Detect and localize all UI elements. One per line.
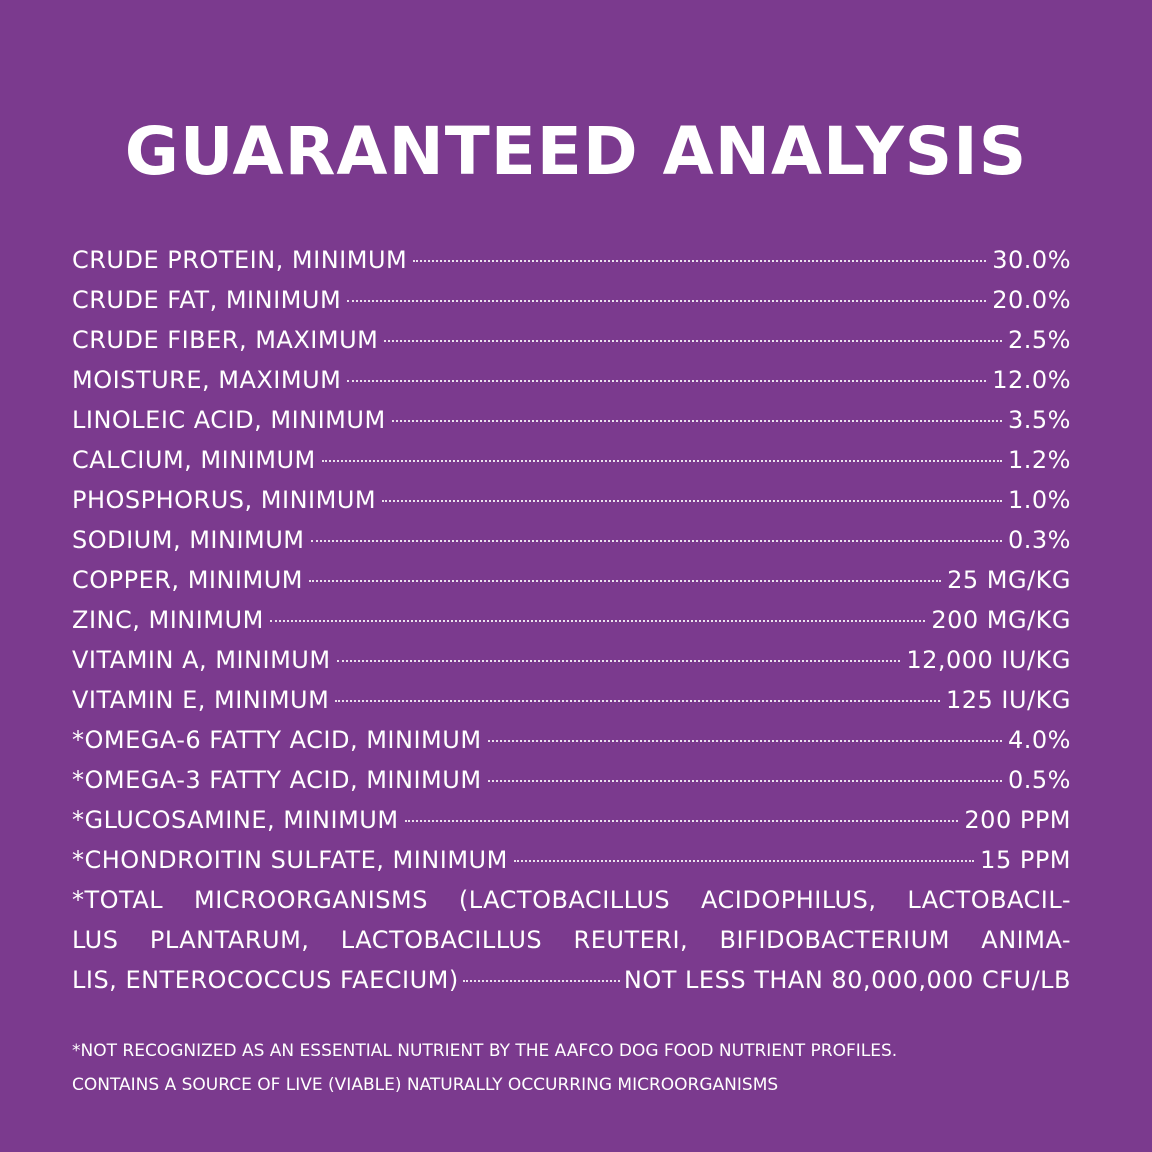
analysis-row: *CHONDROITIN SULFATE, MINIMUM 15 PPM [72, 840, 1071, 880]
microorganisms-paragraph: *TOTAL MICROORGANISMS (LACTOBACILLUS ACI… [72, 880, 1071, 1000]
row-value: 1.0% [1008, 486, 1071, 514]
dot-leader [269, 620, 926, 622]
dot-leader [391, 420, 1003, 422]
analysis-row: ZINC, MINIMUM 200 MG/KG [72, 600, 1071, 640]
dot-leader [413, 260, 987, 262]
analysis-row: COPPER, MINIMUM 25 MG/KG [72, 560, 1071, 600]
page-title: GUARANTEED ANALYSIS [124, 113, 1028, 190]
row-label: COPPER, MINIMUM [72, 566, 303, 594]
row-label: *OMEGA-3 FATTY ACID, MINIMUM [72, 766, 482, 794]
row-label: SODIUM, MINIMUM [72, 526, 305, 554]
analysis-row: *GLUCOSAMINE, MINIMUM 200 PPM [72, 800, 1071, 840]
dot-leader [347, 380, 987, 382]
row-value: 20.0% [992, 286, 1071, 314]
row-label: VITAMIN A, MINIMUM [72, 646, 331, 674]
row-value: 1.2% [1008, 446, 1071, 474]
analysis-row: VITAMIN A, MINIMUM 12,000 IU/KG [72, 640, 1071, 680]
dot-leader [513, 860, 975, 862]
microorganisms-label: LIS, ENTEROCOCCUS FAECIUM) [72, 966, 459, 994]
dot-leader [487, 780, 1003, 782]
dot-leader [336, 660, 901, 662]
dot-leader [335, 700, 940, 702]
dot-leader [382, 500, 1003, 502]
analysis-table: CRUDE PROTEIN, MINIMUM 30.0% CRUDE FAT, … [72, 240, 1071, 1000]
analysis-row: LINOLEIC ACID, MINIMUM 3.5% [72, 400, 1071, 440]
row-label: *CHONDROITIN SULFATE, MINIMUM [72, 846, 508, 874]
analysis-row: PHOSPHORUS, MINIMUM 1.0% [72, 480, 1071, 520]
row-label: CRUDE FAT, MINIMUM [72, 286, 342, 314]
microorganisms-line-1: *TOTAL MICROORGANISMS (LACTOBACILLUS ACI… [72, 886, 1071, 914]
row-value: 2.5% [1008, 326, 1071, 354]
row-value: 12,000 IU/KG [906, 646, 1071, 674]
row-value: 12.0% [992, 366, 1071, 394]
row-label: LINOLEIC ACID, MINIMUM [72, 406, 386, 434]
analysis-row: MOISTURE, MAXIMUM 12.0% [72, 360, 1071, 400]
row-value: 30.0% [992, 246, 1071, 274]
analysis-row: CRUDE FAT, MINIMUM 20.0% [72, 280, 1071, 320]
analysis-row: CALCIUM, MINIMUM 1.2% [72, 440, 1071, 480]
row-label: ZINC, MINIMUM [72, 606, 264, 634]
footnote-aafco: *NOT RECOGNIZED AS AN ESSENTIAL NUTRIENT… [72, 1041, 898, 1061]
row-label: PHOSPHORUS, MINIMUM [72, 486, 377, 514]
analysis-row: CRUDE FIBER, MAXIMUM 2.5% [72, 320, 1071, 360]
row-value: 15 PPM [980, 846, 1071, 874]
dot-leader [487, 740, 1003, 742]
footnotes: *NOT RECOGNIZED AS AN ESSENTIAL NUTRIENT… [72, 1034, 1072, 1102]
analysis-row: *OMEGA-6 FATTY ACID, MINIMUM 4.0% [72, 720, 1071, 760]
row-value: 200 MG/KG [931, 606, 1071, 634]
row-label: *GLUCOSAMINE, MINIMUM [72, 806, 399, 834]
row-value: 4.0% [1008, 726, 1071, 754]
row-label: CALCIUM, MINIMUM [72, 446, 316, 474]
microorganisms-value: NOT LESS THAN 80,000,000 CFU/LB [623, 966, 1071, 994]
dot-leader [321, 460, 1003, 462]
dot-leader [310, 540, 1003, 542]
dot-leader [404, 820, 959, 822]
microorganisms-line-3: LIS, ENTEROCOCCUS FAECIUM) NOT LESS THAN… [72, 960, 1071, 1000]
row-value: 25 MG/KG [947, 566, 1071, 594]
microorganisms-line-2: LUS PLANTARUM, LACTOBACILLUS REUTERI, BI… [72, 926, 1071, 954]
row-value: 0.5% [1008, 766, 1071, 794]
footnote-microorganisms: CONTAINS A SOURCE OF LIVE (VIABLE) NATUR… [72, 1075, 779, 1095]
row-label: *OMEGA-6 FATTY ACID, MINIMUM [72, 726, 482, 754]
row-label: VITAMIN E, MINIMUM [72, 686, 330, 714]
row-value: 125 IU/KG [945, 686, 1071, 714]
dot-leader [462, 980, 620, 982]
analysis-row: VITAMIN E, MINIMUM 125 IU/KG [72, 680, 1071, 720]
row-label: MOISTURE, MAXIMUM [72, 366, 342, 394]
row-label: CRUDE PROTEIN, MINIMUM [72, 246, 408, 274]
row-value: 200 PPM [964, 806, 1071, 834]
row-value: 3.5% [1008, 406, 1071, 434]
row-value: 0.3% [1008, 526, 1071, 554]
analysis-row: *OMEGA-3 FATTY ACID, MINIMUM 0.5% [72, 760, 1071, 800]
analysis-row: SODIUM, MINIMUM 0.3% [72, 520, 1071, 560]
dot-leader [384, 340, 1003, 342]
row-label: CRUDE FIBER, MAXIMUM [72, 326, 379, 354]
dot-leader [309, 580, 942, 582]
dot-leader [347, 300, 987, 302]
analysis-row: CRUDE PROTEIN, MINIMUM 30.0% [72, 240, 1071, 280]
